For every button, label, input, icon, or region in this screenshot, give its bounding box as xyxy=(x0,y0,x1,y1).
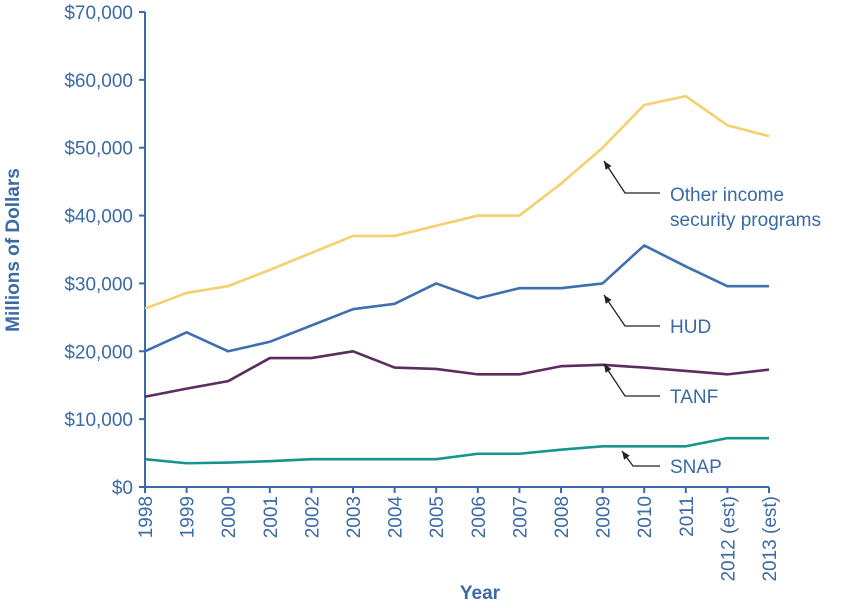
y-axis-title: Millions of Dollars xyxy=(3,168,24,332)
arrowhead-icon xyxy=(604,364,612,373)
x-tick-label: 2013 (est) xyxy=(760,496,781,582)
axes: $0 $10,000 $20,000 $30,000 $40,000 $50,000 $60… xyxy=(64,3,781,582)
x-tick-label: 2007 xyxy=(510,496,531,538)
x-tick-label: 2002 xyxy=(302,496,323,538)
x-axis-title: Year xyxy=(460,583,501,604)
annotation-leader xyxy=(621,450,660,467)
x-tick-label: 2001 xyxy=(261,496,282,538)
x-tick-label: 2011 xyxy=(677,496,698,537)
x-tick-label: 2006 xyxy=(469,496,490,538)
x-tick-label: 2000 xyxy=(219,496,240,538)
y-tick-label: $60,000 xyxy=(64,71,133,92)
series-line-snap xyxy=(144,436,769,465)
series-line-hud xyxy=(144,244,769,353)
series-label: security programs xyxy=(670,210,821,231)
series-lines xyxy=(144,94,770,465)
arrowhead-icon xyxy=(622,451,630,460)
series-line-tanf xyxy=(144,349,770,399)
x-tick-label: 2005 xyxy=(427,496,448,538)
annotations: Other income security programs HUD TANF SNAP xyxy=(603,160,821,478)
series-label: TANF xyxy=(670,387,718,408)
x-tick-label: 2004 xyxy=(386,496,407,539)
x-tick-label: 2009 xyxy=(594,496,615,538)
x-tick-label: 2010 xyxy=(635,496,656,538)
y-tick-label: $30,000 xyxy=(64,274,133,295)
y-tick-label: $40,000 xyxy=(64,207,133,228)
series-label: HUD xyxy=(670,317,711,338)
series-label: SNAP xyxy=(670,457,722,478)
y-tick-label: $0 xyxy=(112,478,133,499)
y-tick-label: $50,000 xyxy=(64,139,133,160)
x-tick-label: 2012 (est) xyxy=(718,496,739,582)
x-tick-label: 2003 xyxy=(344,496,365,538)
series-label: Other income xyxy=(670,185,784,206)
x-tick-label: 1999 xyxy=(178,496,199,538)
arrowhead-icon xyxy=(604,161,612,170)
annotation-leader xyxy=(603,363,660,397)
annotation-leader xyxy=(603,160,660,194)
series-line-other-income-security-programs xyxy=(144,94,770,310)
x-tick-label: 2008 xyxy=(552,496,573,538)
y-tick-label: $10,000 xyxy=(64,410,133,431)
arrowhead-icon xyxy=(604,295,612,304)
annotation-leader xyxy=(603,294,660,327)
y-tick-label: $70,000 xyxy=(64,3,133,24)
x-tick-label: 1998 xyxy=(136,496,157,538)
y-tick-label: $20,000 xyxy=(64,342,133,363)
